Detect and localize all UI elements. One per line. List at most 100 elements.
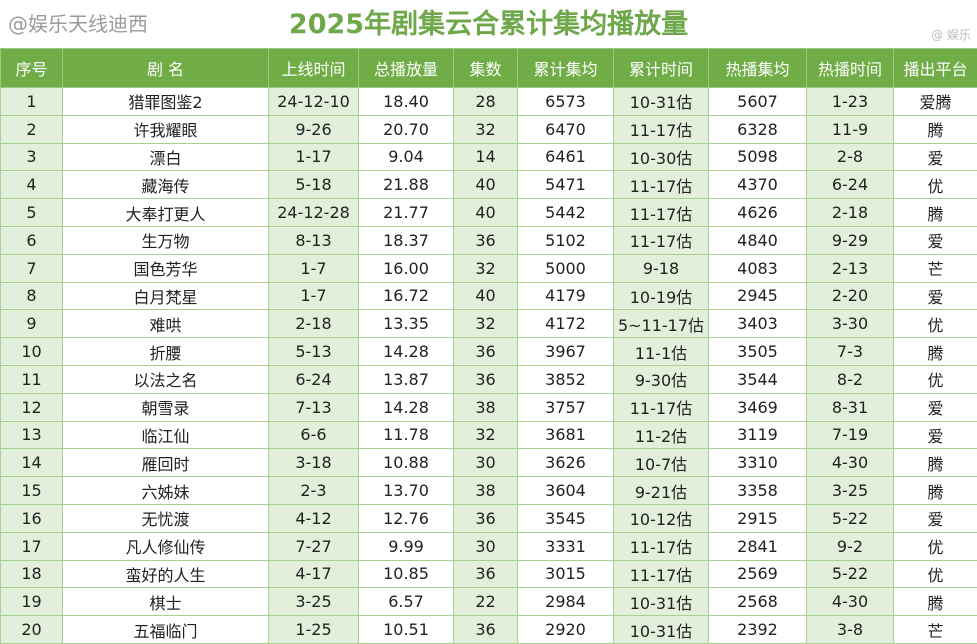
cell-peak-date: 8-2 [807, 365, 894, 393]
cell-cumulative-date: 9-21估 [614, 477, 709, 505]
cell-peak-date: 7-19 [807, 421, 894, 449]
cell-cumulative-date: 11-17估 [614, 560, 709, 588]
cell-peak-avg: 4840 [709, 226, 807, 254]
cell-title: 六姊妹 [63, 477, 269, 505]
watermark: @娱乐天线迪西 [8, 12, 148, 36]
cell-peak-date: 2-18 [807, 199, 894, 227]
cell-title: 藏海传 [63, 171, 269, 199]
cell-cumulative-avg: 4179 [518, 282, 614, 310]
cell-rank: 9 [1, 310, 63, 338]
cell-peak-avg: 2915 [709, 504, 807, 532]
cell-title: 猎罪图鉴2 [63, 88, 269, 116]
cell-cumulative-date: 10-31估 [614, 588, 709, 616]
cell-peak-avg: 3403 [709, 310, 807, 338]
cell-release-date: 1-25 [269, 616, 359, 644]
cell-peak-avg: 2568 [709, 588, 807, 616]
cell-cumulative-avg: 2984 [518, 588, 614, 616]
cell-rank: 13 [1, 421, 63, 449]
cell-peak-date: 5-22 [807, 560, 894, 588]
cell-cumulative-avg: 3852 [518, 365, 614, 393]
cell-title: 白月梵星 [63, 282, 269, 310]
cell-title: 折腰 [63, 338, 269, 366]
cell-cumulative-avg: 5442 [518, 199, 614, 227]
cell-platform: 爱 [894, 393, 977, 421]
cell-release-date: 1-7 [269, 282, 359, 310]
cell-rank: 6 [1, 226, 63, 254]
cell-rank: 18 [1, 560, 63, 588]
cell-cumulative-avg: 3331 [518, 532, 614, 560]
cell-title: 五福临门 [63, 616, 269, 644]
cell-platform: 爱 [894, 143, 977, 171]
cell-peak-avg: 5098 [709, 143, 807, 171]
cell-total-views: 10.88 [359, 449, 454, 477]
cell-platform: 爱 [894, 504, 977, 532]
cell-cumulative-date: 9-18 [614, 254, 709, 282]
cell-peak-date: 9-2 [807, 532, 894, 560]
cell-title: 国色芳华 [63, 254, 269, 282]
cell-cumulative-avg: 3967 [518, 338, 614, 366]
cell-total-views: 10.85 [359, 560, 454, 588]
cell-total-views: 9.99 [359, 532, 454, 560]
cell-cumulative-avg: 5000 [518, 254, 614, 282]
cell-platform: 优 [894, 560, 977, 588]
header-peak-date: 热播时间 [807, 49, 894, 88]
cell-cumulative-avg: 3757 [518, 393, 614, 421]
cell-platform: 优 [894, 310, 977, 338]
cell-peak-date: 9-29 [807, 226, 894, 254]
cell-cumulative-avg: 3545 [518, 504, 614, 532]
cell-rank: 12 [1, 393, 63, 421]
cell-platform: 腾 [894, 199, 977, 227]
cell-rank: 19 [1, 588, 63, 616]
header-title: 剧 名 [63, 49, 269, 88]
cell-total-views: 12.76 [359, 504, 454, 532]
cell-rank: 15 [1, 477, 63, 505]
cell-total-views: 20.70 [359, 115, 454, 143]
cell-platform: 腾 [894, 588, 977, 616]
cell-total-views: 16.00 [359, 254, 454, 282]
cell-cumulative-avg: 3604 [518, 477, 614, 505]
cell-rank: 3 [1, 143, 63, 171]
cell-cumulative-avg: 2920 [518, 616, 614, 644]
header-cumulative-avg: 累计集均 [518, 49, 614, 88]
cell-platform: 腾 [894, 338, 977, 366]
cell-cumulative-date: 11-2估 [614, 421, 709, 449]
cell-release-date: 5-13 [269, 338, 359, 366]
cell-total-views: 6.57 [359, 588, 454, 616]
cell-total-views: 16.72 [359, 282, 454, 310]
cell-peak-date: 5-22 [807, 504, 894, 532]
cell-release-date: 6-6 [269, 421, 359, 449]
cell-cumulative-date: 10-12估 [614, 504, 709, 532]
cell-peak-avg: 4626 [709, 199, 807, 227]
cell-peak-date: 8-31 [807, 393, 894, 421]
cell-peak-avg: 2945 [709, 282, 807, 310]
cell-episodes: 40 [454, 171, 518, 199]
cell-episodes: 30 [454, 449, 518, 477]
cell-rank: 4 [1, 171, 63, 199]
cell-peak-date: 2-8 [807, 143, 894, 171]
cell-cumulative-date: 11-17估 [614, 171, 709, 199]
cell-rank: 17 [1, 532, 63, 560]
cell-total-views: 14.28 [359, 393, 454, 421]
cell-cumulative-date: 9-30估 [614, 365, 709, 393]
cell-peak-avg: 5607 [709, 88, 807, 116]
header-total-views: 总播放量 [359, 49, 454, 88]
cell-platform: 芒 [894, 254, 977, 282]
cell-rank: 16 [1, 504, 63, 532]
cell-release-date: 2-3 [269, 477, 359, 505]
cell-rank: 10 [1, 338, 63, 366]
cell-title: 漂白 [63, 143, 269, 171]
cell-episodes: 32 [454, 254, 518, 282]
cell-cumulative-avg: 3681 [518, 421, 614, 449]
watermark-top: @ 娱乐 [931, 28, 971, 42]
cell-platform: 优 [894, 365, 977, 393]
cell-release-date: 4-17 [269, 560, 359, 588]
cell-platform: 优 [894, 171, 977, 199]
